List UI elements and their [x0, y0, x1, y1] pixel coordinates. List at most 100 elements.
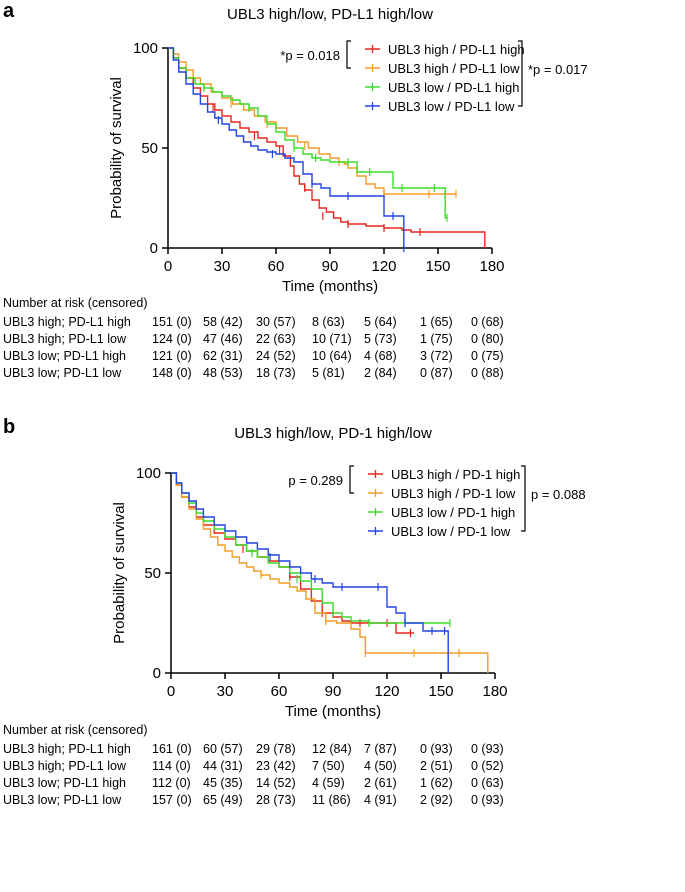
survival-curve: [168, 47, 447, 219]
survival-curve: [171, 472, 489, 673]
risk-cell: 2 (92): [420, 793, 453, 807]
risk-row: UBL3 high; PD-L1 low 114 (0) 44 (31) 23 (42…: [3, 759, 623, 775]
risk-cell: 58 (42): [203, 315, 243, 329]
risk-cell: 10 (71): [312, 332, 352, 346]
risk-table-title: Number at risk (censored): [3, 723, 148, 737]
risk-cell: 48 (53): [203, 366, 243, 380]
risk-cell: 0 (63): [471, 776, 504, 790]
survival-curve: [171, 472, 449, 673]
risk-cell: 18 (73): [256, 366, 296, 380]
risk-row-label: UBL3 high; PD-L1 high: [3, 742, 131, 756]
y-tick-label: 100: [136, 465, 161, 482]
x-tick-label: 30: [217, 683, 234, 700]
risk-cell: 0 (93): [471, 793, 504, 807]
x-tick-label: 90: [322, 258, 339, 275]
legend-label: UBL3 low / PD-L1 low: [388, 99, 515, 114]
risk-cell: 161 (0): [152, 742, 192, 756]
risk-cell: 112 (0): [152, 776, 191, 790]
risk-cell: 47 (46): [203, 332, 243, 346]
risk-row-label: UBL3 high; PD-L1 low: [3, 759, 126, 773]
risk-row-label: UBL3 low; PD-L1 high: [3, 349, 126, 363]
panel-a-label: a: [3, 0, 15, 22]
risk-cell: 62 (31): [203, 349, 243, 363]
x-tick-label: 90: [325, 683, 342, 700]
risk-cell: 1 (75): [420, 332, 453, 346]
y-axis-label: Probability of survival: [108, 77, 125, 219]
risk-cell: 4 (59): [312, 776, 345, 790]
survival-curve: [168, 47, 405, 248]
risk-cell: 0 (93): [420, 742, 453, 756]
risk-cell: 4 (91): [364, 793, 397, 807]
risk-cell: 0 (88): [471, 366, 504, 380]
risk-cell: 24 (52): [256, 349, 296, 363]
risk-cell: 151 (0): [152, 315, 192, 329]
y-tick-label: 0: [153, 665, 161, 682]
y-tick-label: 50: [141, 140, 158, 157]
p-value-left: *p = 0.018: [280, 48, 340, 63]
x-tick-label: 0: [167, 683, 175, 700]
risk-cell: 0 (75): [471, 349, 504, 363]
risk-cell: 65 (49): [203, 793, 243, 807]
risk-cell: 14 (52): [256, 776, 296, 790]
x-tick-label: 180: [482, 683, 507, 700]
x-tick-label: 150: [425, 258, 450, 275]
x-tick-label: 60: [268, 258, 285, 275]
survival-curve: [171, 472, 414, 634]
risk-cell: 114 (0): [152, 759, 191, 773]
risk-row: UBL3 high; PD-L1 low 124 (0) 47 (46) 22 (63…: [3, 332, 623, 348]
legend-label: UBL3 low / PD-1 high: [391, 505, 515, 520]
risk-cell: 30 (57): [256, 315, 296, 329]
x-axis-label: Time (months): [282, 278, 378, 295]
risk-cell: 0 (52): [471, 759, 504, 773]
p-value-left: p = 0.289: [288, 473, 343, 488]
risk-cell: 4 (68): [364, 349, 397, 363]
risk-cell: 5 (64): [364, 315, 397, 329]
legend-label: UBL3 high / PD-L1 high: [388, 42, 525, 57]
risk-cell: 2 (61): [364, 776, 397, 790]
legend-label: UBL3 low / PD-L1 high: [388, 80, 520, 95]
chart-title: UBL3 high/low, PD-1 high/low: [234, 425, 432, 442]
risk-cell: 5 (73): [364, 332, 397, 346]
risk-row-label: UBL3 high; PD-L1 low: [3, 332, 126, 346]
legend-label: UBL3 high / PD-1 high: [391, 467, 520, 482]
risk-row: UBL3 high; PD-L1 high 151 (0) 58 (42) 30 (5…: [3, 315, 623, 331]
risk-cell: 2 (51): [420, 759, 453, 773]
p-value-bracket: [349, 465, 354, 494]
risk-cell: 1 (65): [420, 315, 453, 329]
risk-cell: 22 (63): [256, 332, 296, 346]
legend-label: UBL3 high / PD-1 low: [391, 486, 516, 501]
x-tick-label: 0: [164, 258, 172, 275]
y-tick-label: 50: [144, 565, 161, 582]
risk-cell: 0 (93): [471, 742, 504, 756]
risk-cell: 148 (0): [152, 366, 192, 380]
x-tick-label: 120: [374, 683, 399, 700]
risk-cell: 10 (64): [312, 349, 352, 363]
risk-cell: 28 (73): [256, 793, 296, 807]
p-value-bracket: [346, 40, 351, 69]
risk-cell: 8 (63): [312, 315, 345, 329]
y-tick-label: 100: [133, 40, 158, 57]
risk-cell: 124 (0): [152, 332, 192, 346]
risk-row: UBL3 low; PD-L1 high 121 (0) 62 (31) 24 (52…: [3, 349, 623, 365]
risk-cell: 4 (50): [364, 759, 397, 773]
p-value-bracket: [518, 40, 523, 107]
risk-cell: 0 (87): [420, 366, 453, 380]
risk-table-title: Number at risk (censored): [3, 296, 148, 310]
risk-cell: 29 (78): [256, 742, 296, 756]
risk-row-label: UBL3 low; PD-L1 high: [3, 776, 126, 790]
risk-row-label: UBL3 low; PD-L1 low: [3, 366, 122, 380]
risk-cell: 11 (86): [312, 793, 351, 807]
risk-table-b: Number at risk (censored) UBL3 high; PD-…: [3, 723, 643, 813]
risk-cell: 2 (84): [364, 366, 397, 380]
risk-cell: 12 (84): [312, 742, 352, 756]
risk-cell: 1 (62): [420, 776, 453, 790]
x-tick-label: 150: [428, 683, 453, 700]
risk-cell: 3 (72): [420, 349, 453, 363]
risk-cell: 23 (42): [256, 759, 296, 773]
risk-row-label: UBL3 high; PD-L1 high: [3, 315, 131, 329]
risk-cell: 7 (87): [364, 742, 397, 756]
legend-label: UBL3 high / PD-L1 low: [388, 61, 520, 76]
km-chart-b: UBL3 high/low, PD-1 high/low 0 50 100 0 30 60 9…: [111, 425, 586, 720]
survival-curve: [168, 47, 486, 248]
p-value-right: *p = 0.017: [528, 62, 588, 77]
